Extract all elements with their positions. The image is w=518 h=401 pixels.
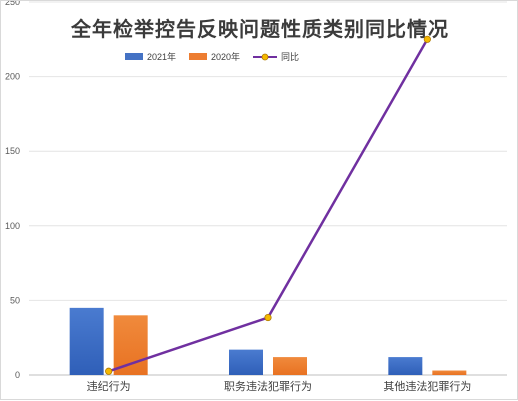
legend-label: 2021年 xyxy=(147,51,176,62)
legend-swatch-2020年 xyxy=(189,53,207,60)
y-tick-label: 0 xyxy=(15,370,20,380)
bar-2020年-违纪行为 xyxy=(113,315,148,375)
x-tick-label: 其他违法犯罪行为 xyxy=(383,379,471,393)
y-tick-label: 50 xyxy=(10,295,20,305)
bar-2021年-违纪行为 xyxy=(69,307,104,375)
chart-title: 全年检举控告反映问题性质类别同比情况 xyxy=(71,17,449,41)
legend-swatch-2021年 xyxy=(125,53,143,60)
yoy-line-path xyxy=(108,38,429,373)
bar-2020年-其他违法犯罪行为 xyxy=(432,370,467,375)
yoy-point-其他违法犯罪行为 xyxy=(423,35,431,43)
legend-label: 2020年 xyxy=(211,51,240,62)
y-tick-label: 100 xyxy=(5,221,20,231)
y-tick-label: 200 xyxy=(5,72,20,82)
gridlines xyxy=(29,1,507,376)
x-tick-label: 职务违法犯罪行为 xyxy=(224,379,312,393)
bar-2021年-其他违法犯罪行为 xyxy=(388,357,423,375)
legend: 2021年 2020年 同比 xyxy=(125,51,299,62)
x-axis: 违纪行为 职务违法犯罪行为 其他违法犯罪行为 xyxy=(87,379,472,393)
yoy-line xyxy=(105,35,431,375)
y-tick-label: 150 xyxy=(5,146,20,156)
legend-label: 同比 xyxy=(281,51,299,62)
yoy-point-违纪行为 xyxy=(105,367,113,375)
x-tick-label: 违纪行为 xyxy=(87,380,131,393)
bar-2020年-职务违法犯罪行为 xyxy=(273,357,307,375)
yoy-point-职务违法犯罪行为 xyxy=(264,313,272,322)
legend-marker-同比 xyxy=(261,53,269,61)
y-axis: 0 50 100 150 200 250 xyxy=(5,1,20,380)
bar-2021年-职务违法犯罪行为 xyxy=(229,349,263,375)
y-tick-label: 250 xyxy=(5,1,20,7)
